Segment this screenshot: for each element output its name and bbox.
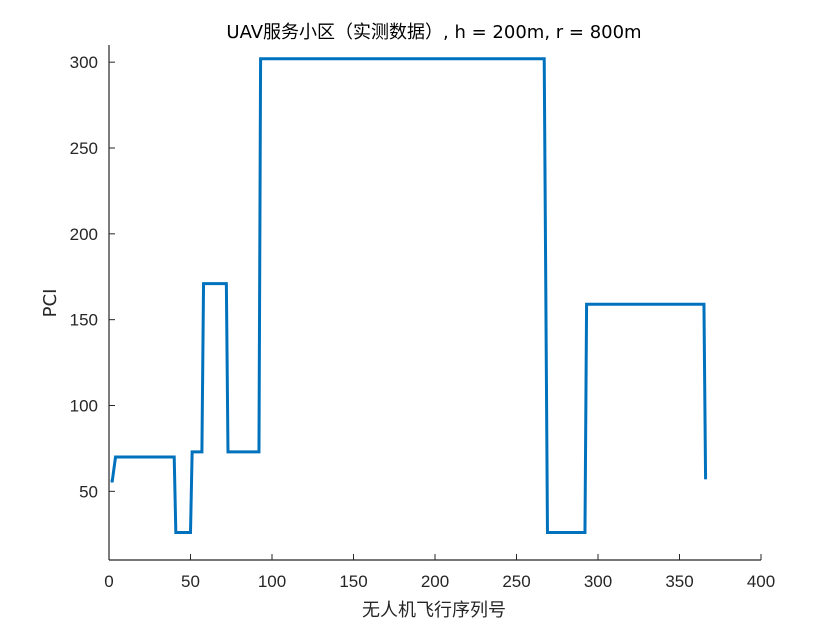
x-tick-label: 300 [584,572,612,591]
x-tick-label: 400 [747,572,775,591]
y-tick-label: 100 [70,397,98,416]
y-tick-label: 300 [70,53,98,72]
y-tick-label: 150 [70,311,98,330]
x-tick-label: 200 [421,572,449,591]
x-tick-label: 0 [104,572,113,591]
series-layer [110,57,708,535]
series-line-1 [110,57,708,535]
x-ticks: 0 50 100 150 200 250 300 350 400 [104,554,775,591]
x-tick-label: 350 [665,572,693,591]
x-tick-label: 150 [339,572,367,591]
y-tick-label: 200 [70,225,98,244]
x-tick-label: 50 [181,572,200,591]
y-axis-label: PCI [40,289,61,318]
chart-title: UAV服务小区（实测数据）, h = 200m, r = 800m [226,22,641,43]
x-axis-label: 无人机飞行序列号 [362,600,506,621]
axes [108,45,761,561]
x-tick-label: 100 [258,572,286,591]
y-tick-label: 50 [79,482,98,501]
y-ticks: 50 100 150 200 250 300 [70,53,115,501]
y-tick-label: 250 [70,139,98,158]
x-tick-label: 250 [502,572,530,591]
